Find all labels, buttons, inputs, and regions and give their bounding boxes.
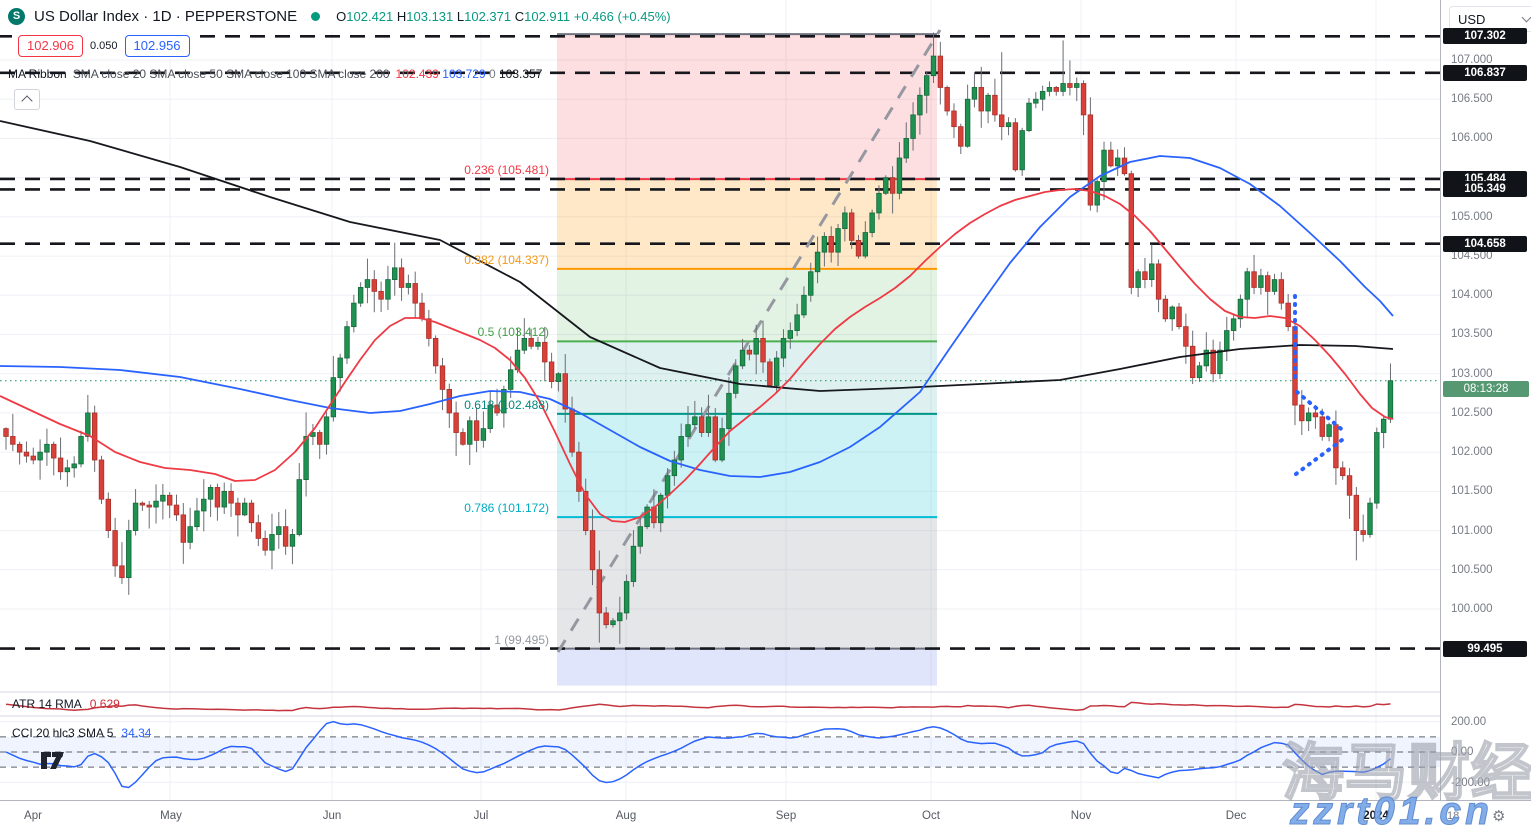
- axis-settings-gear-icon[interactable]: ⚙: [1492, 808, 1506, 825]
- price-tick-label: 101.000: [1451, 524, 1493, 537]
- spread-value: 0.050: [90, 40, 118, 52]
- moving-average-lines: [0, 120, 1394, 523]
- month-label: Jun: [322, 810, 342, 822]
- buy-button[interactable]: 102.956: [124, 35, 190, 57]
- price-scale[interactable]: USD 107.000 106.500 106.000 105.000 104.500 1…: [1440, 0, 1531, 800]
- cci-legend[interactable]: CCI 20 hlc3 SMA 5 34.34: [12, 726, 151, 740]
- ma-line-sma-200: [0, 120, 1394, 392]
- sell-button[interactable]: 102.906: [18, 35, 83, 57]
- flag-pattern-drawing[interactable]: [1293, 294, 1348, 476]
- time-axis[interactable]: 18 ⚙ Apr May Jun Jul Aug Sep Oct Nov Dec 2024: [0, 800, 1531, 833]
- atr-indicator: [5, 701, 1391, 712]
- fib-level-label: 0.382 (104.337): [464, 252, 549, 267]
- chart-legend-row: S US Dollar Index · 1D · PEPPERSTONE O10…: [0, 0, 671, 32]
- price-tick-label: 101.500: [1451, 485, 1493, 498]
- ma-ribbon-params: SMA close 20 SMA close 50 SMA close 100 …: [72, 67, 390, 81]
- cci-tick-label: 200.00: [1451, 716, 1487, 728]
- buy-sell-panel: 102.906 0.050 102.956: [12, 33, 196, 59]
- ma-ribbon-values: 102.439 103.729 0 103.357: [396, 67, 543, 81]
- month-label: Oct: [922, 810, 940, 822]
- main-chart-canvas[interactable]: [0, 0, 1440, 800]
- price-tick-label: 106.500: [1451, 93, 1493, 106]
- fib-level-label: 1 (99.495): [494, 632, 549, 647]
- cci-tick-label: 0.00: [1451, 746, 1474, 758]
- month-label: May: [160, 810, 182, 822]
- collapse-legend-button[interactable]: [14, 89, 40, 110]
- marked-price-label: 106.837: [1443, 64, 1527, 81]
- watermark-url: zzrt01.cn: [1290, 790, 1493, 834]
- symbol-logo-icon: S: [8, 7, 25, 25]
- fib-level-label: 0.5 (103.412): [477, 325, 549, 340]
- symbol-title[interactable]: US Dollar Index · 1D · PEPPERSTONE: [34, 7, 298, 25]
- price-tick-label: 104.000: [1451, 289, 1493, 302]
- ma-line-sma-20: [0, 188, 1394, 523]
- candlestick-series[interactable]: [3, 32, 1394, 644]
- ma-value: 103.729: [442, 67, 489, 81]
- price-tick-label: 107.000: [1451, 53, 1493, 66]
- price-tick-label: 103.500: [1451, 328, 1493, 341]
- fib-level-label: 0.236 (105.481): [464, 163, 549, 178]
- cci-label: CCI 20 hlc3 SMA 5: [12, 726, 114, 740]
- trend-line: [556, 29, 942, 653]
- market-status-icon[interactable]: [311, 11, 321, 21]
- ma-ribbon-name: MA Ribbon: [8, 67, 67, 81]
- atr-legend[interactable]: ATR 14 RMA 0.629: [12, 697, 120, 711]
- marked-price-label: 104.658: [1443, 235, 1527, 252]
- chevron-up-icon: [21, 95, 33, 107]
- atr-line: [5, 701, 1391, 712]
- marked-price-label: 99.495: [1443, 640, 1527, 657]
- price-tick-label: 103.000: [1451, 367, 1493, 380]
- ma-value: 103.357: [499, 67, 543, 81]
- month-label: Nov: [1070, 810, 1092, 822]
- month-label: Jul: [473, 810, 489, 822]
- support-resistance-lines: [0, 35, 1440, 650]
- fib-retracement-bands: [557, 34, 937, 686]
- currency-label: USD: [1458, 11, 1486, 27]
- currency-dropdown[interactable]: USD: [1449, 6, 1531, 32]
- marked-price-label: 105.349: [1443, 181, 1527, 198]
- ohlc-values: O102.421 H103.131 L102.371 C102.911 +0.4…: [336, 8, 671, 24]
- fib-level-label: 0.618 (102.488): [464, 397, 549, 412]
- axis-day-label: 18: [1447, 810, 1460, 822]
- month-label: Sep: [775, 810, 797, 822]
- cci-line: [5, 720, 1391, 789]
- watermark-chinese: 海马财经: [1281, 738, 1531, 809]
- price-tick-label: 102.500: [1451, 406, 1493, 419]
- fib-level-label: 0.786 (101.172): [464, 501, 549, 516]
- atr-value: 0.629: [89, 697, 120, 711]
- marked-price-label: 107.302: [1443, 28, 1527, 45]
- price-tick-label: 104.500: [1451, 250, 1493, 263]
- bar-countdown: 08:13:28: [1443, 380, 1529, 397]
- month-label: Dec: [1225, 810, 1247, 822]
- atr-label: ATR 14 RMA: [12, 697, 82, 711]
- ma-value: 102.439: [395, 67, 443, 81]
- month-label: Aug: [615, 810, 637, 822]
- price-tick-label: 102.000: [1451, 446, 1493, 459]
- chevron-down-icon: [1521, 12, 1531, 23]
- month-label: 2024: [1363, 810, 1389, 822]
- tradingview-logo[interactable]: [40, 748, 70, 776]
- month-label: Apr: [24, 810, 42, 822]
- cci-indicator: [5, 720, 1391, 789]
- price-tick-label: 105.000: [1451, 210, 1493, 223]
- ma-ribbon-legend[interactable]: MA Ribbon SMA close 20 SMA close 50 SMA …: [8, 66, 542, 82]
- cci-value: 34.34: [121, 726, 152, 740]
- price-tick-label: 100.000: [1451, 603, 1493, 615]
- cci-levels: [0, 736, 1440, 768]
- ma-value: 0: [488, 67, 499, 81]
- cci-tick-label: -200.00: [1451, 777, 1491, 789]
- pane-separators: [0, 691, 1440, 717]
- ma-line-sma-50: [0, 155, 1394, 478]
- price-tick-label: 106.000: [1451, 132, 1493, 145]
- price-tick-label: 100.500: [1451, 563, 1493, 576]
